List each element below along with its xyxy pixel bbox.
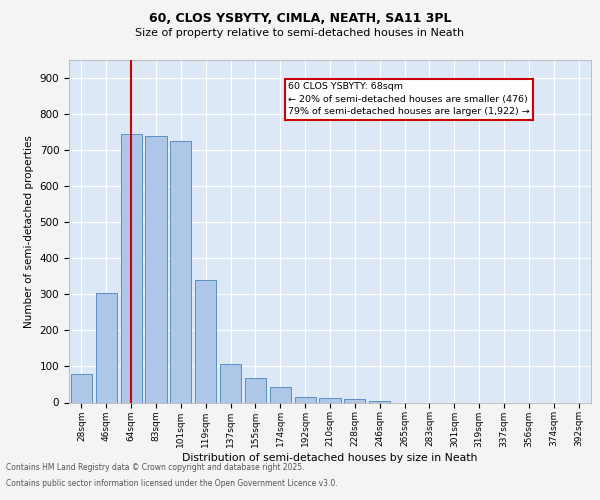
Text: 60 CLOS YSBYTY: 68sqm
← 20% of semi-detached houses are smaller (476)
79% of sem: 60 CLOS YSBYTY: 68sqm ← 20% of semi-deta… (288, 82, 530, 116)
Bar (121, 134, 142, 402)
Text: 60, CLOS YSBYTY, CIMLA, NEATH, SA11 3PL: 60, CLOS YSBYTY, CIMLA, NEATH, SA11 3PL (149, 12, 451, 26)
Bar (344, 399, 365, 402)
Bar (145, 136, 167, 402)
Bar (270, 388, 291, 402)
Bar (170, 141, 191, 403)
Bar (96, 292, 117, 403)
Y-axis label: Number of semi-detached properties: Number of semi-detached properties (24, 135, 34, 328)
Text: Contains HM Land Registry data © Crown copyright and database right 2025.: Contains HM Land Registry data © Crown c… (6, 464, 305, 472)
Bar (319, 398, 341, 402)
Bar (220, 364, 241, 403)
X-axis label: Distribution of semi-detached houses by size in Neath: Distribution of semi-detached houses by … (182, 454, 478, 464)
Text: Contains public sector information licensed under the Open Government Licence v3: Contains public sector information licen… (6, 478, 338, 488)
Bar (245, 378, 266, 402)
Bar (369, 400, 390, 402)
Bar (295, 397, 316, 402)
Bar (71, 374, 92, 402)
Bar (195, 280, 216, 402)
Text: Size of property relative to semi-detached houses in Neath: Size of property relative to semi-detach… (136, 28, 464, 38)
